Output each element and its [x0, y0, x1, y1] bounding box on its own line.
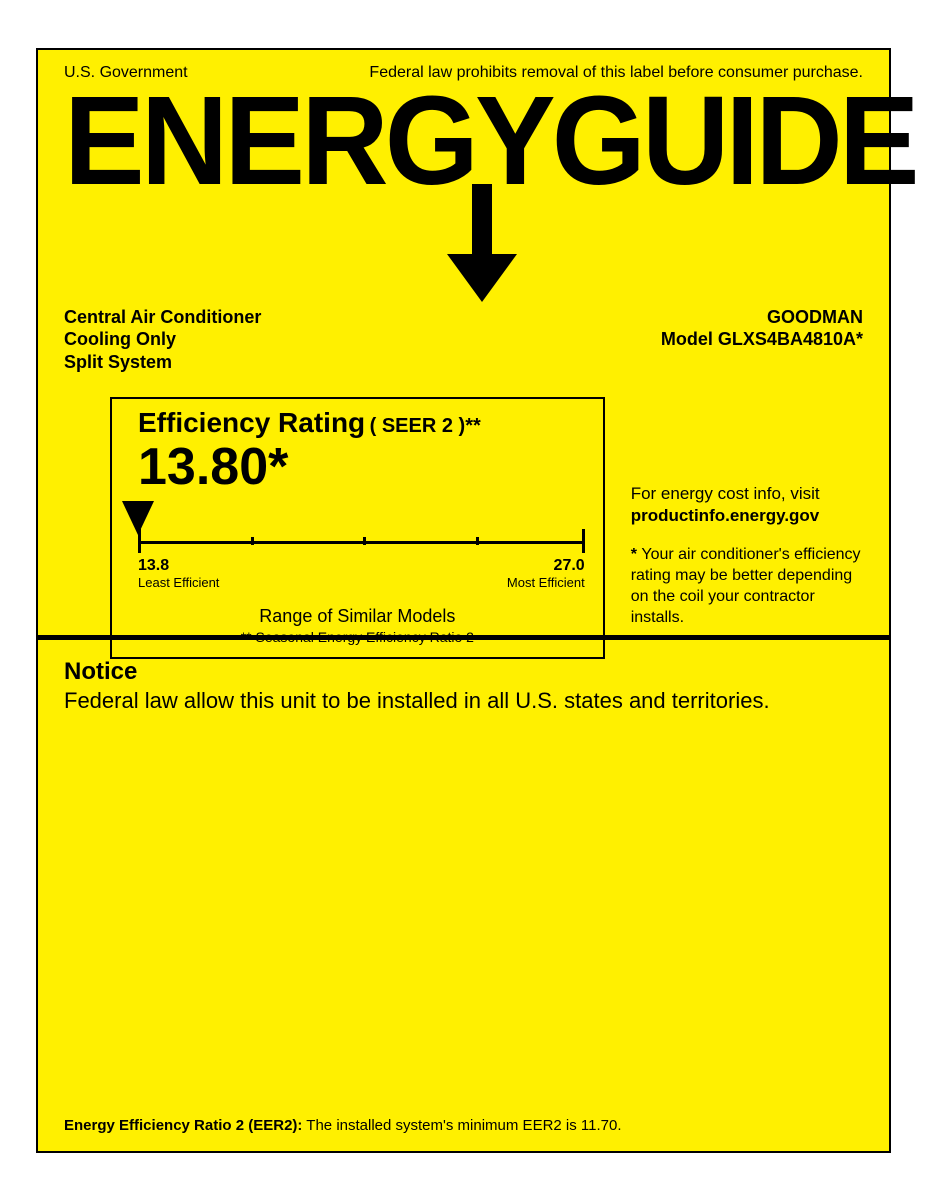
scale-tick — [582, 529, 585, 553]
energyguide-logo: ENERGYGUIDE — [64, 86, 831, 197]
range-caption: Range of Similar Models — [126, 606, 589, 627]
scale-values: 13.8 27.0 — [138, 557, 585, 575]
scale-tick — [138, 529, 141, 553]
arrow-down-icon — [442, 184, 522, 304]
side-info: For energy cost info, visit productinfo.… — [631, 483, 863, 628]
scale-labels: Least Efficient Most Efficient — [138, 575, 585, 590]
product-type-line1: Central Air Conditioner — [64, 306, 261, 329]
rating-row: Efficiency Rating ( SEER 2 )** 13.80* 1 — [64, 397, 863, 659]
scale-tick — [251, 537, 254, 545]
rating-value: 13.80* — [138, 441, 589, 493]
notice-block: Notice Federal law allow this unit to be… — [64, 658, 863, 714]
bottom-section: Notice Federal law allow this unit to be… — [38, 640, 889, 1150]
efficiency-rating-box: Efficiency Rating ( SEER 2 )** 13.80* 1 — [110, 397, 605, 659]
product-type-line3: Split System — [64, 351, 261, 374]
eer-label: Energy Efficiency Ratio 2 (EER2): — [64, 1117, 302, 1134]
scale-max-label: Most Efficient — [507, 575, 585, 590]
logo-wrap: ENERGYGUIDE — [64, 86, 863, 206]
product-id: GOODMAN Model GLXS4BA4810A* — [661, 306, 863, 374]
eer-text: The installed system's minimum EER2 is 1… — [302, 1117, 621, 1134]
scale-max-value: 27.0 — [554, 557, 585, 575]
rating-subtitle: ( SEER 2 )** — [370, 415, 481, 437]
scale-line — [138, 541, 585, 544]
rating-title-row: Efficiency Rating ( SEER 2 )** — [126, 407, 589, 439]
meta-row: Central Air Conditioner Cooling Only Spl… — [64, 306, 863, 374]
energy-url: productinfo.energy.gov — [631, 505, 863, 527]
top-section: U.S. Government Federal law prohibits re… — [38, 50, 889, 640]
efficiency-scale — [138, 531, 589, 555]
scale-tick — [476, 537, 479, 545]
cost-info-line: For energy cost info, visit — [631, 483, 863, 505]
product-type: Central Air Conditioner Cooling Only Spl… — [64, 306, 261, 374]
model-prefix: Model — [661, 329, 718, 349]
model-line: Model GLXS4BA4810A* — [661, 328, 863, 351]
asterisk-text: Your air conditioner's efficiency rating… — [631, 546, 861, 625]
scale-min-label: Least Efficient — [138, 575, 219, 590]
seer-note: ** Seasonal Energy Efficiency Ratio 2 — [126, 629, 589, 645]
asterisk-symbol: * — [631, 546, 637, 563]
scale-min-value: 13.8 — [138, 557, 169, 575]
energy-guide-label: U.S. Government Federal law prohibits re… — [36, 48, 891, 1153]
model-number: GLXS4BA4810A* — [718, 329, 863, 349]
notice-text: Federal law allow this unit to be instal… — [64, 688, 863, 714]
scale-tick — [363, 537, 366, 545]
eer-line: Energy Efficiency Ratio 2 (EER2): The in… — [64, 1117, 863, 1134]
rating-title: Efficiency Rating — [138, 407, 365, 438]
notice-heading: Notice — [64, 658, 863, 686]
asterisk-note: * Your air conditioner's efficiency rati… — [631, 545, 863, 628]
brand: GOODMAN — [661, 306, 863, 329]
product-type-line2: Cooling Only — [64, 328, 261, 351]
